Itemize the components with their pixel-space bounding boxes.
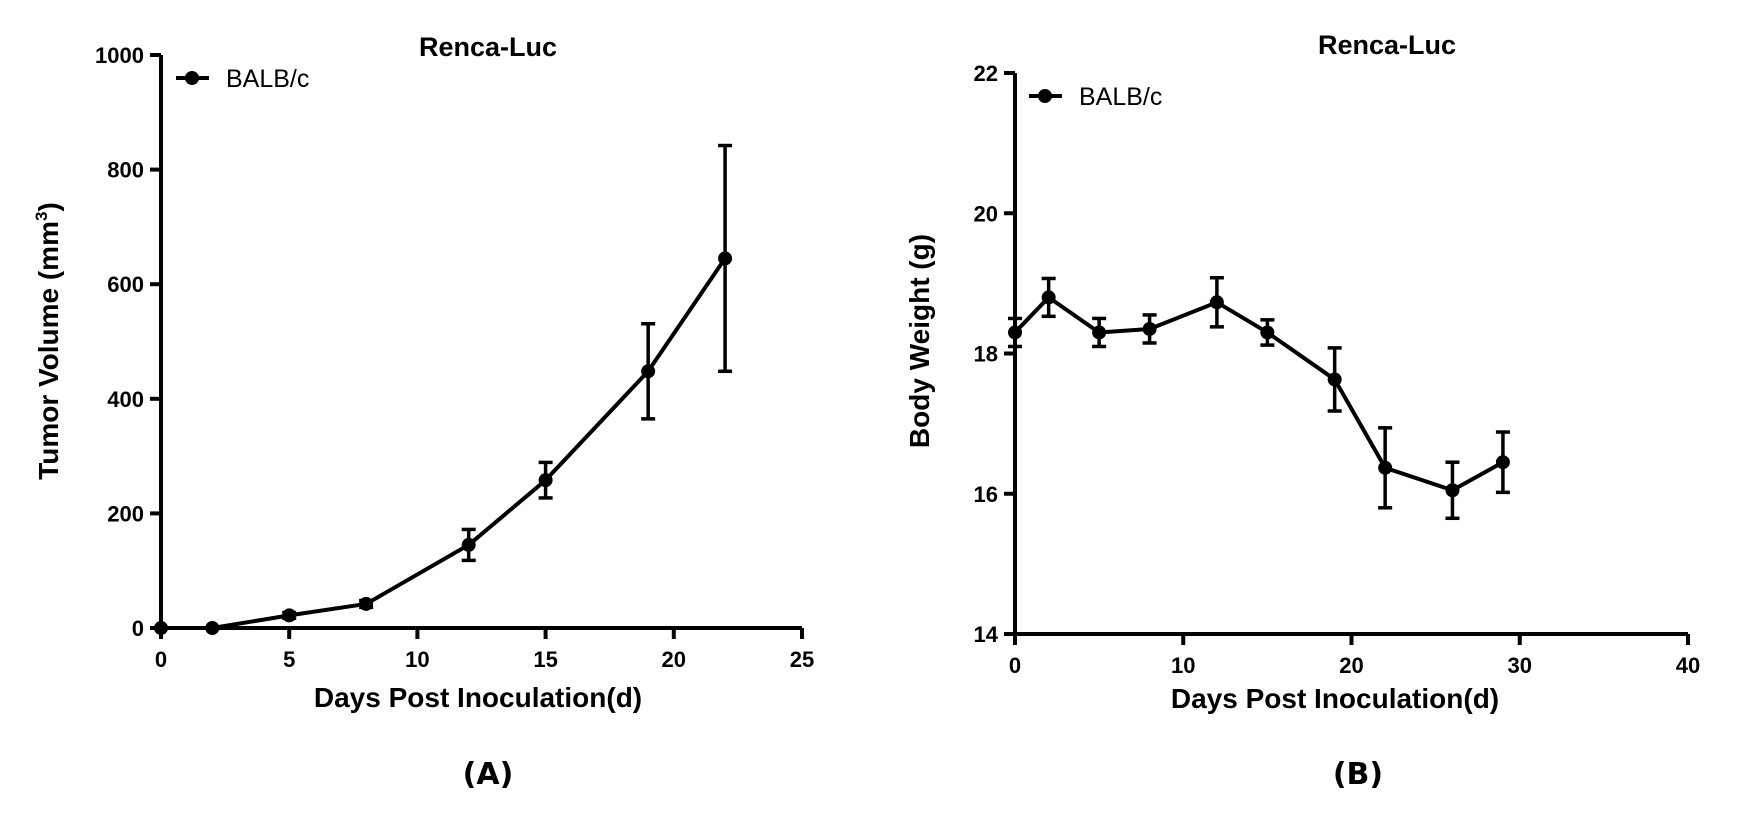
y-tick-label: 1000 xyxy=(95,43,144,68)
x-tick-label: 20 xyxy=(1339,653,1363,678)
x-tick-label: 20 xyxy=(662,647,686,672)
y-tick-label: 200 xyxy=(107,501,144,526)
data-point xyxy=(1378,460,1393,475)
panel-label: (B) xyxy=(1333,757,1383,792)
data-point xyxy=(205,621,220,635)
axes: 0 10 20 30 40 14 16 18 20 22 xyxy=(974,61,1701,678)
x-tick-label: 40 xyxy=(1676,653,1700,678)
data-point xyxy=(1092,325,1107,340)
data-point xyxy=(1445,483,1460,498)
legend-label: BALB/c xyxy=(1079,83,1162,111)
data-marks xyxy=(1008,276,1510,521)
x-tick-label: 10 xyxy=(1171,653,1195,678)
y-tick-label: 16 xyxy=(974,482,998,507)
series-line xyxy=(161,257,727,630)
x-axis-label: Days Post Inoculation(d) xyxy=(1171,683,1499,714)
y-axis-label: Tumor Volume (mm3) xyxy=(32,202,64,480)
y-tick-label: 0 xyxy=(132,616,144,641)
data-marks xyxy=(154,143,733,635)
y-axis-label: Body Weight (g) xyxy=(904,234,935,448)
data-point xyxy=(1260,325,1275,340)
data-point xyxy=(1142,321,1157,336)
legend-label: BALB/c xyxy=(226,65,309,93)
x-axis-label: Days Post Inoculation(d) xyxy=(314,682,642,713)
data-point xyxy=(461,537,476,552)
x-tick-label: 0 xyxy=(1009,653,1021,678)
y-tick-label: 14 xyxy=(974,622,999,647)
chart-title: Renca-Luc xyxy=(1318,30,1456,60)
data-point xyxy=(154,621,168,635)
x-tick-label: 25 xyxy=(790,647,814,672)
legend: BALB/c xyxy=(176,65,309,93)
legend-marker xyxy=(1038,89,1052,103)
data-point xyxy=(718,251,733,266)
legend-marker xyxy=(185,71,199,85)
x-tick-label: 5 xyxy=(283,647,295,672)
x-tick-label: 0 xyxy=(155,647,167,672)
data-point xyxy=(538,473,553,488)
x-tick-label: 15 xyxy=(533,647,557,672)
y-tick-label: 18 xyxy=(974,342,998,367)
data-point xyxy=(1495,455,1510,470)
y-tick-label: 800 xyxy=(107,158,144,183)
y-axis-label-tail: ) xyxy=(33,202,64,211)
data-point xyxy=(641,364,656,379)
chart-panel-a: Renca-Luc Days Post Inoculation(d) Tumor… xyxy=(32,32,814,792)
chart-panel-b: Renca-Luc Days Post Inoculation(d) Body … xyxy=(904,30,1700,792)
data-point xyxy=(1209,295,1224,310)
data-point xyxy=(359,596,374,611)
y-tick-label: 400 xyxy=(107,387,144,412)
chart-title: Renca-Luc xyxy=(419,32,557,62)
y-tick-label: 22 xyxy=(974,61,998,86)
y-tick-label: 20 xyxy=(974,201,998,226)
y-axis-label-main: Tumor Volume (mm xyxy=(33,221,64,480)
x-tick-label: 30 xyxy=(1508,653,1532,678)
data-point xyxy=(282,608,297,623)
axes: 0 5 10 15 20 25 0 200 400 600 800 1000 xyxy=(95,43,814,672)
data-point xyxy=(1041,290,1056,305)
y-tick-label: 600 xyxy=(107,272,144,297)
panel-label: (A) xyxy=(463,757,514,792)
series-line xyxy=(1013,295,1504,493)
x-tick-label: 10 xyxy=(405,647,429,672)
y-axis-label-superscript: 3 xyxy=(32,212,51,221)
legend: BALB/c xyxy=(1029,83,1162,111)
data-point xyxy=(1327,372,1342,387)
data-point xyxy=(1008,325,1022,340)
